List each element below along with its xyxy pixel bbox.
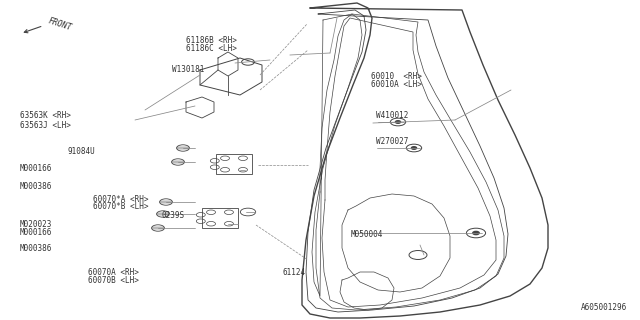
Text: 60070B <LH>: 60070B <LH>	[88, 276, 139, 285]
Text: W270027: W270027	[376, 137, 409, 146]
Bar	[202, 208, 237, 228]
Text: FRONT: FRONT	[47, 16, 73, 32]
Text: 63563K <RH>: 63563K <RH>	[20, 111, 71, 120]
Text: W410012: W410012	[376, 111, 409, 120]
Bar	[216, 154, 252, 174]
Text: 61186C <LH>: 61186C <LH>	[186, 44, 236, 53]
Text: 91084U: 91084U	[67, 147, 95, 156]
Text: W130181: W130181	[172, 65, 204, 74]
Text: M020023: M020023	[19, 220, 52, 229]
Text: 60010A <LH>: 60010A <LH>	[371, 80, 422, 89]
Text: 61124: 61124	[283, 268, 306, 277]
Circle shape	[412, 147, 417, 149]
Text: 61186B <RH>: 61186B <RH>	[186, 36, 236, 45]
Text: M000386: M000386	[19, 182, 52, 191]
Text: M000386: M000386	[19, 244, 52, 253]
Text: M000166: M000166	[19, 164, 52, 173]
Text: A605001296: A605001296	[581, 303, 627, 312]
Text: 60010  <RH>: 60010 <RH>	[371, 72, 422, 81]
Text: M000166: M000166	[19, 228, 52, 237]
Text: M050004: M050004	[351, 230, 383, 239]
Circle shape	[396, 121, 401, 123]
Text: 60070A <RH>: 60070A <RH>	[88, 268, 139, 277]
Circle shape	[473, 231, 479, 235]
Text: 0239S: 0239S	[161, 211, 184, 220]
Text: 60070*A <RH>: 60070*A <RH>	[93, 195, 148, 204]
Text: 60070*B <LH>: 60070*B <LH>	[93, 202, 148, 211]
Text: 63563J <LH>: 63563J <LH>	[20, 121, 71, 130]
